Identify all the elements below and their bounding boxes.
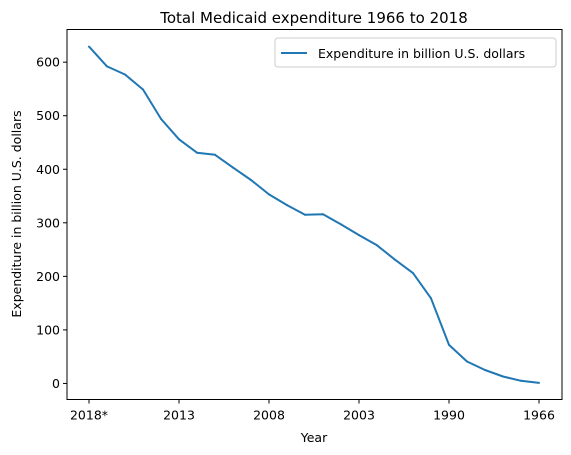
- data-point: [502, 375, 504, 378]
- data-point: [196, 151, 198, 154]
- x-tick-label: 2018*: [70, 408, 108, 423]
- data-point: [232, 166, 234, 169]
- x-tick-label: 2013: [163, 408, 195, 423]
- data-point: [214, 153, 216, 156]
- x-tick-label: 1966: [523, 408, 555, 423]
- legend-label: Expenditure in billion U.S. dollars: [318, 46, 525, 61]
- data-point: [106, 65, 108, 68]
- y-tick-label: 500: [36, 108, 60, 123]
- x-axis-label: Year: [300, 430, 328, 445]
- data-point: [250, 179, 252, 181]
- data-point: [340, 223, 342, 226]
- data-point: [394, 258, 396, 261]
- legend: Expenditure in billion U.S. dollars: [274, 37, 557, 68]
- series-layer: [88, 45, 540, 384]
- x-axis-ticks: 2018* 2013 2008 2003 1990 1966: [70, 399, 555, 423]
- y-axis-label: Expenditure in billion U.S. dollars: [9, 110, 24, 317]
- data-point: [124, 73, 126, 76]
- y-axis-ticks: 0 100 200 300 400 500 600: [36, 55, 67, 391]
- data-point: [412, 272, 414, 275]
- data-point: [448, 343, 450, 346]
- data-point: [88, 45, 90, 48]
- y-tick-label: 0: [52, 376, 60, 391]
- data-point: [358, 234, 360, 237]
- y-tick-label: 200: [36, 269, 60, 284]
- data-point: [376, 244, 378, 247]
- data-point: [484, 369, 486, 371]
- y-tick-label: 600: [36, 55, 60, 70]
- data-point: [430, 297, 432, 300]
- data-point: [304, 213, 306, 216]
- y-tick-label: 400: [36, 162, 60, 177]
- chart-title: Total Medicaid expenditure 1966 to 2018: [159, 9, 468, 27]
- y-tick-label: 100: [36, 322, 60, 337]
- x-tick-label: 2008: [253, 408, 285, 423]
- data-point: [538, 381, 540, 384]
- data-point: [178, 138, 180, 141]
- data-point: [268, 193, 270, 196]
- data-point: [160, 117, 162, 120]
- data-point: [466, 360, 468, 363]
- x-tick-label: 2003: [343, 408, 375, 423]
- data-point: [286, 204, 288, 207]
- series-line: [88, 45, 540, 384]
- data-point: [520, 379, 522, 382]
- x-tick-label: 1990: [433, 408, 465, 423]
- y-tick-label: 300: [36, 215, 60, 230]
- plot-frame: [66, 29, 563, 400]
- data-point: [142, 88, 144, 91]
- data-point: [322, 213, 324, 216]
- legend-box: [274, 37, 557, 68]
